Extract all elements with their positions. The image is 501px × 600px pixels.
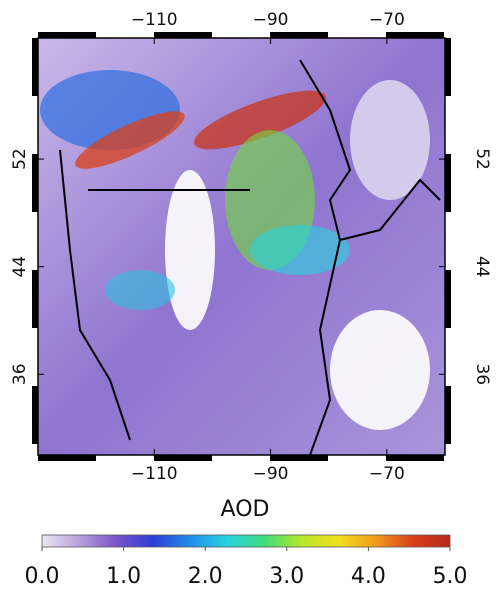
plume bbox=[250, 225, 350, 275]
x-tick-label: −70 bbox=[369, 10, 405, 30]
colorbar-tick-label: 2.0 bbox=[188, 564, 223, 589]
boundaries bbox=[59, 59, 441, 456]
colorbar-tick-label: 0.0 bbox=[25, 564, 60, 589]
x-tick-label: −90 bbox=[253, 10, 289, 30]
y-tick-label: 52 bbox=[10, 148, 30, 170]
colorbar-label: AOD bbox=[221, 497, 270, 522]
colorbar-tick-label: 4.0 bbox=[351, 564, 386, 589]
x-tick-label: −90 bbox=[253, 464, 289, 484]
cloud bbox=[165, 170, 215, 330]
x-tick-label: −110 bbox=[131, 10, 178, 30]
y-tick-label: 44 bbox=[10, 256, 30, 278]
map-frame bbox=[37, 37, 446, 456]
colorbar-tick-label: 1.0 bbox=[106, 564, 141, 589]
plume bbox=[75, 111, 185, 169]
colorbar bbox=[41, 534, 451, 548]
x-tick-label: −70 bbox=[369, 464, 405, 484]
colorbar-tick-label: 3.0 bbox=[269, 564, 304, 589]
map-area bbox=[38, 38, 445, 456]
plume bbox=[105, 270, 175, 310]
y-tick-label: 52 bbox=[472, 148, 492, 170]
y-tick-label: 36 bbox=[10, 363, 30, 385]
cloud bbox=[330, 310, 430, 430]
clear-area bbox=[350, 80, 430, 200]
plume bbox=[193, 90, 327, 150]
y-tick-label: 44 bbox=[472, 256, 492, 278]
x-tick-label: −110 bbox=[131, 464, 178, 484]
colorbar-tick-label: 5.0 bbox=[433, 564, 468, 589]
y-tick-label: 36 bbox=[472, 363, 492, 385]
